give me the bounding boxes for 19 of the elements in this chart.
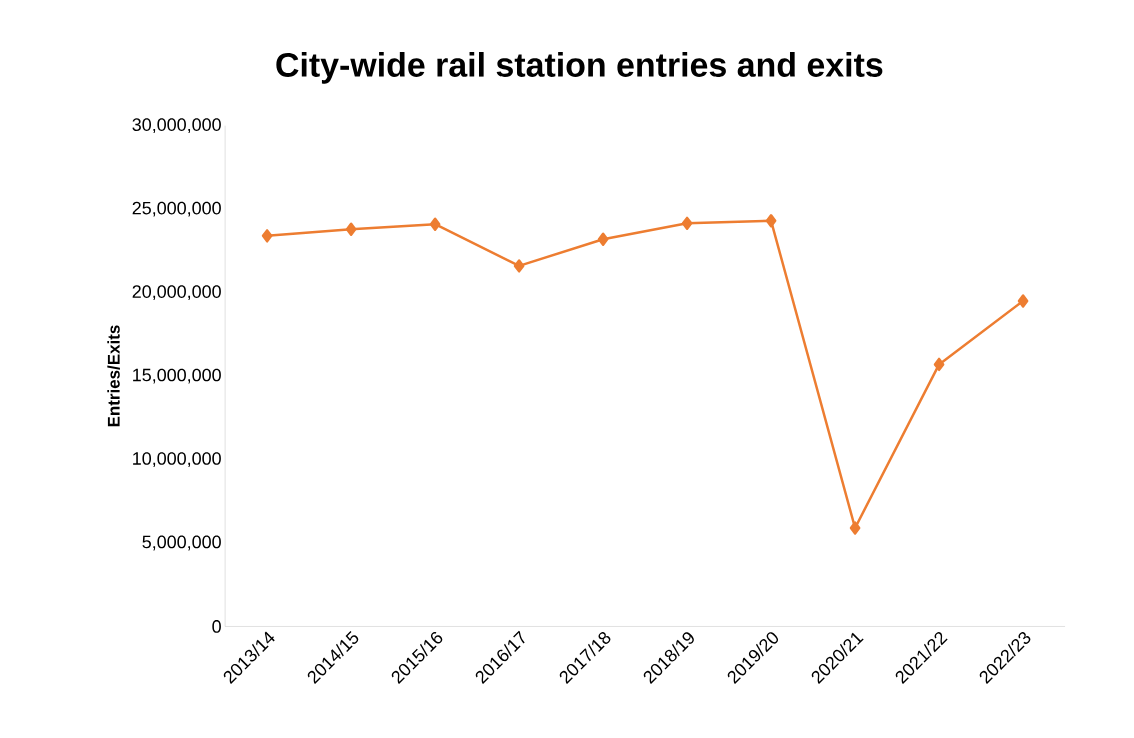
- point: [597, 232, 609, 246]
- y-axis-title: Entries/Exits: [107, 325, 120, 427]
- point: [345, 222, 357, 236]
- point: [681, 216, 693, 230]
- y-tick-label: 25,000,000: [132, 201, 221, 217]
- y-tick-label: 15,000,000: [133, 368, 221, 384]
- y-tick-label: 5,000,000: [142, 535, 221, 551]
- point: [849, 521, 861, 535]
- y-tick-label: 0: [212, 620, 221, 633]
- point: [513, 259, 525, 273]
- point: [765, 214, 777, 228]
- point: [933, 357, 945, 371]
- y-tick-label: 20,000,000: [132, 285, 221, 300]
- y-tick-label: 10,000,000: [133, 452, 221, 467]
- point: [1017, 294, 1029, 308]
- y-tick-label: 30,000,000: [132, 118, 221, 134]
- chart-title: City-wide rail station entries and exits: [276, 51, 883, 84]
- point: [429, 217, 441, 231]
- point: [261, 229, 273, 243]
